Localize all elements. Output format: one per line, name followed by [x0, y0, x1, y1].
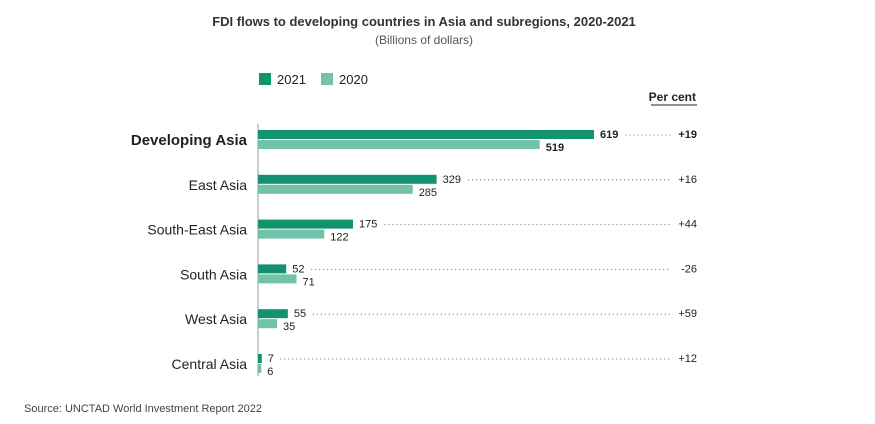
category-label-west-asia: West Asia: [185, 311, 247, 327]
category-label-developing-asia: Developing Asia: [131, 132, 248, 149]
bar-2021-west-asia: [258, 309, 288, 319]
value-label-2020-south-asia: 71: [303, 276, 315, 288]
bar-2021-south-asia: [258, 264, 287, 274]
bar-2020-east-asia: [258, 184, 413, 194]
value-label-2021-south-east-asia: 175: [359, 219, 377, 231]
value-label-2021-central-asia: 7: [268, 353, 274, 365]
legend-swatch-2020: [321, 73, 333, 85]
source-note: Source: UNCTAD World Investment Report 2…: [24, 403, 262, 415]
percent-change-central-asia: +12: [678, 353, 697, 365]
value-label-2021-south-asia: 52: [292, 263, 304, 275]
percent-change-developing-asia: +19: [678, 129, 697, 141]
chart-subtitle: (Billions of dollars): [375, 33, 473, 47]
value-label-2020-west-asia: 35: [283, 321, 295, 333]
bars-group: Developing Asia 619 519 +19 East Asia 329 285 +…: [131, 129, 697, 378]
value-label-2020-developing-asia: 519: [546, 142, 564, 154]
legend-swatch-2021: [259, 73, 271, 85]
bar-2021-east-asia: [258, 174, 437, 184]
bar-2020-central-asia: [258, 364, 262, 373]
bar-2020-west-asia: [258, 319, 277, 329]
value-label-2021-west-asia: 55: [294, 308, 306, 320]
bar-2020-south-east-asia: [258, 229, 325, 239]
legend-label-2021: 2021: [277, 72, 306, 87]
bar-2021-south-east-asia: [258, 219, 353, 229]
legend-label-2020: 2020: [339, 72, 368, 87]
bar-2020-developing-asia: [258, 140, 540, 149]
bar-2021-developing-asia: [258, 130, 594, 139]
value-label-2020-south-east-asia: 122: [330, 232, 348, 244]
category-label-east-asia: East Asia: [189, 177, 248, 193]
percent-header: Per cent: [649, 90, 696, 104]
value-label-2021-east-asia: 329: [443, 174, 461, 186]
chart-title: FDI flows to developing countries in Asi…: [212, 14, 636, 29]
percent-change-south-east-asia: +44: [678, 219, 697, 231]
percent-change-south-asia: -26: [681, 263, 697, 275]
percent-change-west-asia: +59: [678, 308, 697, 320]
bar-2021-central-asia: [258, 354, 262, 363]
category-label-central-asia: Central Asia: [172, 356, 248, 372]
value-label-2021-developing-asia: 619: [600, 129, 618, 141]
percent-change-east-asia: +16: [678, 174, 697, 186]
category-label-south-east-asia: South-East Asia: [147, 222, 247, 238]
legend: 2021 2020: [259, 72, 368, 87]
value-label-2020-east-asia: 285: [419, 187, 437, 199]
category-label-south-asia: South Asia: [180, 266, 247, 282]
value-label-2020-central-asia: 6: [267, 366, 273, 378]
bar-2020-south-asia: [258, 274, 297, 284]
